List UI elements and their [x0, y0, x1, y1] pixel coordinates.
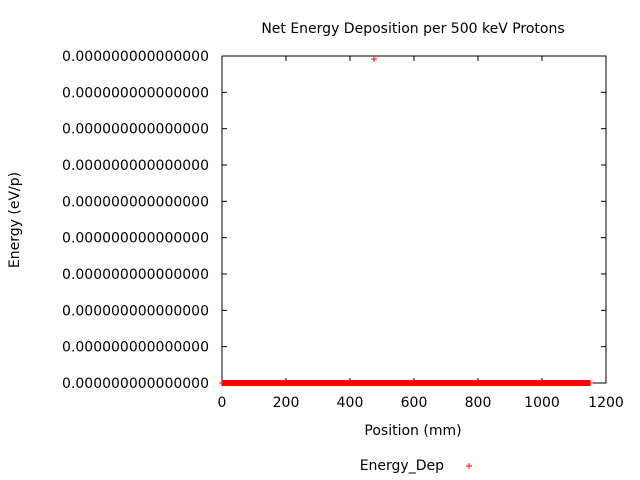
- data-point: [587, 380, 593, 386]
- legend-marker-energy-dep: [466, 463, 472, 469]
- chart-title: Net Energy Deposition per 500 keV Proton…: [261, 21, 564, 37]
- data-point-outlier: [371, 56, 377, 62]
- y-tick-label: 0.000000000000000: [62, 303, 209, 319]
- y-tick-label: 0.000000000000000: [62, 231, 209, 247]
- y-tick-label: 0.000000000000000: [62, 122, 209, 138]
- x-tick-label: 0: [218, 395, 227, 411]
- legend-label-energy-dep: Energy_Dep: [360, 458, 444, 474]
- legend: Energy_Dep: [360, 458, 472, 474]
- x-tick-label: 400: [337, 395, 364, 411]
- x-tick-label: 1000: [524, 395, 560, 411]
- y-axis-ticks: 0.000000000000000 0.000000000000000 0.0000…: [62, 49, 606, 392]
- x-axis-label: Position (mm): [364, 423, 461, 439]
- y-tick-label: 0.000000000000000: [62, 158, 209, 174]
- legend-marker-symbol: [466, 463, 472, 469]
- y-axis-label: Energy (eV/p): [7, 172, 23, 268]
- plot-frame: [221, 55, 607, 384]
- x-tick-label: 800: [465, 395, 492, 411]
- series-energy-dep: [219, 56, 593, 386]
- plot-border: [221, 55, 607, 384]
- y-tick-label: 0.000000000000000: [62, 376, 209, 392]
- y-tick-label: 0.000000000000000: [62, 340, 209, 356]
- y-tick-label: 0.000000000000000: [62, 267, 209, 283]
- x-tick-label: 1200: [588, 395, 624, 411]
- x-axis-ticks: 0 200 400 600 800 1000 1200: [218, 56, 624, 411]
- x-tick-label: 200: [273, 395, 300, 411]
- y-tick-label: 0.000000000000000: [62, 85, 209, 101]
- x-tick-label: 600: [401, 395, 428, 411]
- y-tick-label: 0.000000000000000: [62, 49, 209, 65]
- y-tick-label: 0.000000000000000: [62, 194, 209, 210]
